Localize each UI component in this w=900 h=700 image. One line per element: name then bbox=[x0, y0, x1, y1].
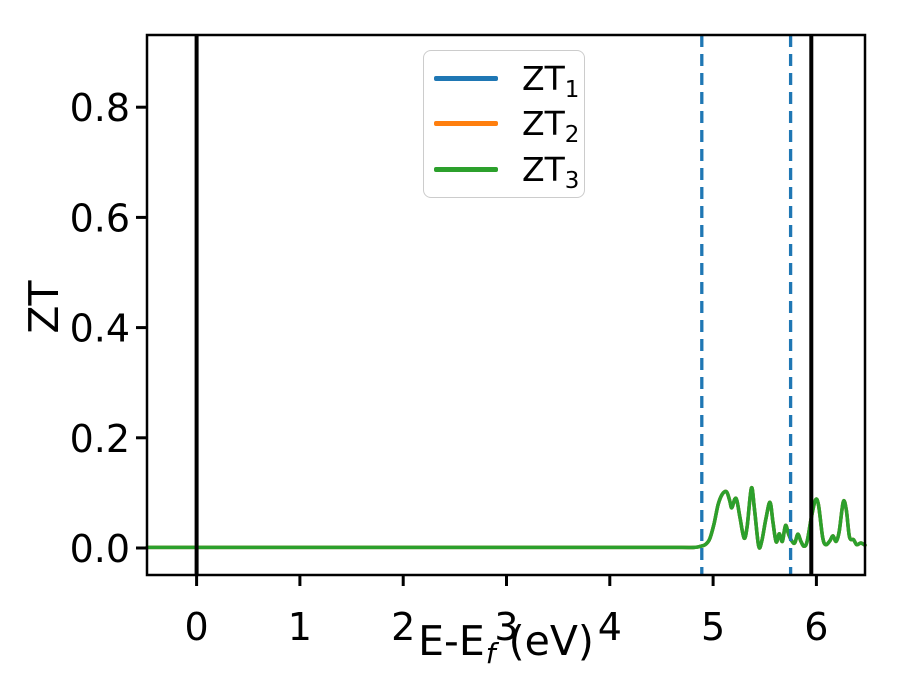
legend-entry-zt1: ZT1 bbox=[434, 59, 584, 103]
legend-label-zt1-sub: 1 bbox=[564, 77, 580, 104]
legend-label-zt1-base: ZT bbox=[522, 59, 565, 99]
legend-label-zt3-base: ZT bbox=[522, 149, 565, 189]
x-tick-label-3: 3 bbox=[494, 605, 518, 649]
legend-label-zt2-sub: 2 bbox=[564, 122, 580, 149]
legend-label-zt3: ZT3 bbox=[522, 149, 579, 194]
xlabel-unit: (eV) bbox=[495, 617, 594, 665]
x-tick-label-5: 5 bbox=[701, 605, 725, 649]
legend-line-sample-zt1 bbox=[434, 76, 498, 82]
legend-line-sample-zt3 bbox=[434, 166, 498, 172]
legend-label-zt2: ZT2 bbox=[522, 104, 579, 148]
y-tick-label-0.8: 0.8 bbox=[70, 86, 130, 130]
x-axis-label: E-Ef (eV) bbox=[418, 617, 594, 670]
y-tick-label-0.0: 0.0 bbox=[70, 527, 130, 571]
legend: ZT1 ZT2 ZT3 bbox=[423, 50, 585, 198]
series-curve-zt_3 bbox=[145, 485, 867, 550]
x-tick-label-2: 2 bbox=[391, 605, 415, 649]
x-tick-label-0: 0 bbox=[185, 605, 209, 649]
y-tick-label-0.6: 0.6 bbox=[70, 196, 130, 240]
x-tick-label-4: 4 bbox=[598, 605, 622, 649]
y-tick-label-0.2: 0.2 bbox=[70, 417, 130, 461]
legend-entry-zt2: ZT2 bbox=[434, 104, 584, 148]
legend-line-sample-zt2 bbox=[434, 121, 498, 127]
xlabel-subscript: f bbox=[485, 637, 496, 670]
x-tick-label-6: 6 bbox=[804, 605, 828, 649]
xlabel-main: E-E bbox=[418, 617, 485, 665]
legend-label-zt1: ZT1 bbox=[522, 59, 579, 103]
legend-label-zt3-sub: 3 bbox=[564, 167, 580, 194]
legend-entry-zt3: ZT3 bbox=[434, 149, 584, 194]
x-tick-label-1: 1 bbox=[288, 605, 312, 649]
legend-label-zt2-base: ZT bbox=[522, 104, 565, 144]
y-axis-label: ZT bbox=[20, 280, 68, 334]
y-tick-label-0.4: 0.4 bbox=[70, 307, 130, 351]
